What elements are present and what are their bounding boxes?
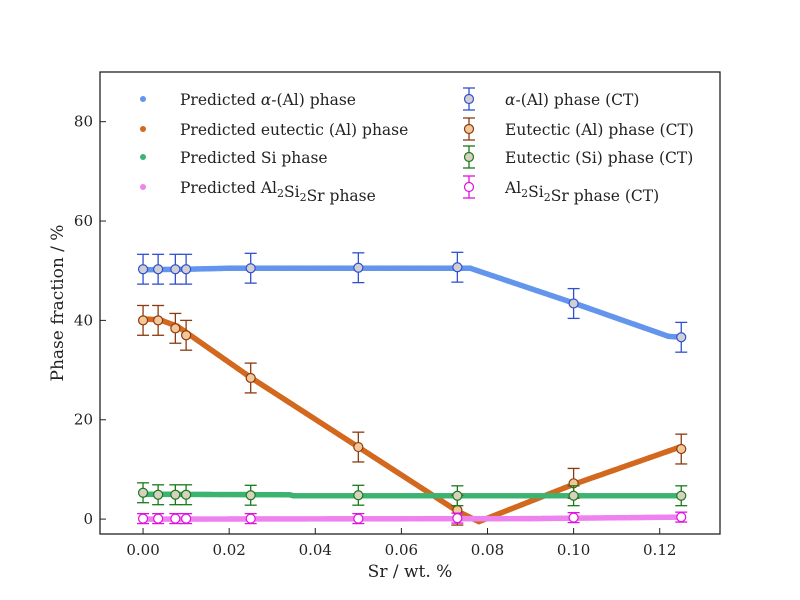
- y-axis: 0 20 40 60 80: [74, 113, 106, 528]
- legend-label: α-(Al) phase (CT): [505, 91, 639, 109]
- legend-label: Eutectic (Al) phase (CT): [505, 121, 694, 139]
- legend-marker-predicted: [140, 184, 146, 190]
- x-axis-label: Sr / wt. %: [368, 562, 453, 582]
- legend-label: Eutectic (Si) phase (CT): [505, 149, 693, 167]
- y-tick-label: 40: [74, 311, 93, 329]
- measured-point: [181, 264, 192, 275]
- legend-label-part: Eutectic (Si) phase (CT): [505, 149, 693, 167]
- legend-label-part: Predicted: [180, 91, 261, 109]
- measured-point: [676, 443, 687, 455]
- legend-label-part: 2: [544, 191, 551, 204]
- x-tick-label: 0.02: [212, 541, 245, 559]
- x-tick-label: 0.00: [126, 541, 159, 559]
- legend-marker-measured: [463, 123, 475, 135]
- x-axis: 0.00 0.02 0.04 0.06 0.08 0.10 0.12: [126, 528, 676, 559]
- legend-label: Predicted Si phase: [180, 149, 328, 167]
- measured-point: [676, 490, 687, 501]
- legend-marker-predicted: [140, 154, 146, 160]
- measured-point: [153, 264, 164, 275]
- plot-marks: [137, 251, 688, 526]
- measured-point: [153, 315, 164, 326]
- measured-point: [452, 513, 463, 524]
- legend-label: Predicted Al2Si2Sr phase: [180, 179, 376, 205]
- legend-label-part: Sr phase (CT): [551, 187, 659, 205]
- measured-point: [568, 512, 579, 523]
- legend-marker-measured: [463, 181, 475, 193]
- measured-point: [568, 298, 579, 309]
- legend-marker-measured: [463, 93, 475, 105]
- y-tick-label: 80: [74, 113, 93, 131]
- legend-label-part: 2: [521, 187, 528, 200]
- x-tick-label: 0.06: [385, 541, 418, 559]
- measured-point: [245, 372, 256, 384]
- measured-point: [137, 315, 149, 326]
- legend-label-part: 2: [277, 187, 284, 200]
- legend-label-part: Si: [284, 183, 300, 201]
- measured-point: [170, 489, 181, 500]
- measured-series-4: [137, 511, 688, 525]
- measured-point: [245, 263, 256, 274]
- legend-label-part: Si: [528, 183, 544, 201]
- measured-point: [245, 513, 256, 524]
- legend-label: Al2Si2Sr phase (CT): [504, 179, 659, 205]
- measured-point: [568, 490, 579, 501]
- measured-series-3: [137, 482, 688, 507]
- legend-label-part: α: [505, 91, 516, 109]
- measured-point: [181, 513, 192, 524]
- measured-point: [353, 490, 364, 501]
- measured-point: [137, 487, 149, 498]
- legend-label-part: Sr phase: [307, 187, 376, 205]
- measured-point: [676, 332, 687, 343]
- legend-label-part: Predicted Si phase: [180, 149, 328, 167]
- y-tick-label: 60: [74, 212, 93, 230]
- legend-label-part: α: [261, 91, 272, 109]
- legend-marker-predicted: [140, 126, 146, 132]
- legend-label-part: Eutectic (Al) phase (CT): [505, 121, 694, 139]
- legend-label-part: 2: [300, 191, 307, 204]
- x-tick-label: 0.04: [299, 541, 332, 559]
- measured-point: [153, 513, 164, 524]
- legend-label-part: -(Al) phase: [271, 91, 356, 109]
- measured-point: [170, 264, 181, 275]
- x-tick-label: 0.12: [643, 541, 676, 559]
- measured-series-1: [137, 251, 688, 353]
- measured-point: [353, 262, 364, 273]
- legend-marker-measured: [463, 151, 475, 163]
- measured-point: [137, 513, 149, 524]
- legend-label: Predicted α-(Al) phase: [180, 91, 356, 109]
- legend-label: Predicted eutectic (Al) phase: [180, 121, 408, 139]
- measured-point: [137, 264, 149, 275]
- measured-point: [245, 490, 256, 501]
- measured-point: [181, 330, 192, 341]
- measured-point: [181, 489, 192, 500]
- plot-frame: [99, 71, 721, 535]
- y-tick-label: 0: [83, 510, 93, 528]
- measured-point: [452, 262, 463, 273]
- legend-label-part: Predicted Al: [180, 179, 277, 197]
- y-tick-label: 20: [74, 411, 93, 429]
- measured-point: [170, 323, 181, 334]
- legend-label-part: Predicted eutectic (Al) phase: [180, 121, 408, 139]
- measured-point: [353, 441, 364, 453]
- x-tick-label: 0.08: [471, 541, 504, 559]
- measured-point: [676, 512, 687, 523]
- measured-point: [452, 490, 463, 501]
- y-axis-label: Phase fraction / %: [48, 225, 68, 382]
- legend-label-part: -(Al) phase (CT): [515, 91, 639, 109]
- measured-point: [153, 489, 164, 500]
- legend-marker-predicted: [140, 96, 146, 102]
- measured-point: [170, 513, 181, 524]
- legend-label-part: Al: [504, 179, 521, 197]
- measured-point: [353, 513, 364, 524]
- x-tick-label: 0.10: [557, 541, 590, 559]
